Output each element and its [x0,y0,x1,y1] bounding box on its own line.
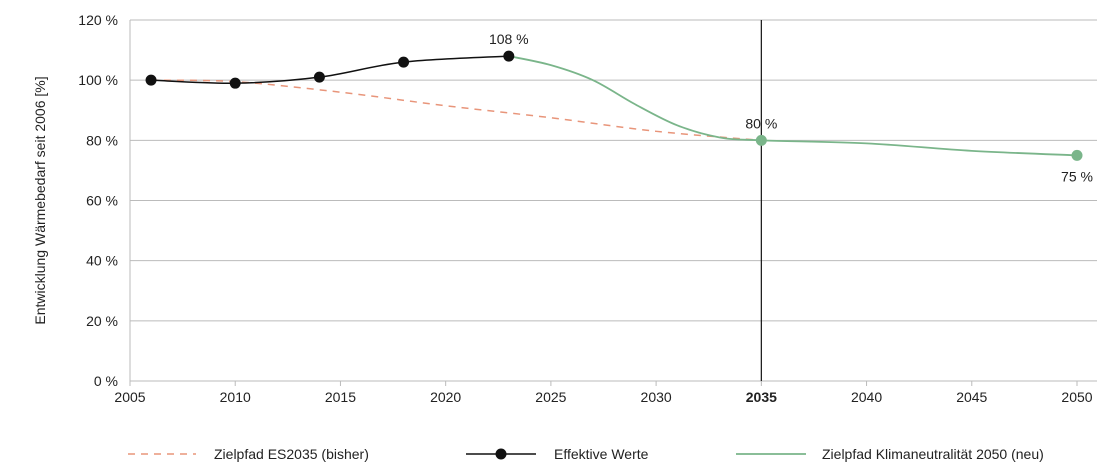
y-tick-label: 80 % [86,132,118,148]
grid [129,19,1097,386]
x-tick-label: 2020 [430,389,461,405]
series-effektive-werte-point [503,50,515,62]
y-tick-labels: 0 % 20 % 40 % 60 % 80 % 100 % 120 % [78,12,118,389]
series-zielpfad-klima-line [508,55,1078,157]
x-tick-labels: 2005 2010 2015 2020 2025 2030 2035 2040 2045 2050 [114,389,1092,405]
annotations: 108 % 80 % 75 % [489,31,1093,184]
x-tick-label: 2045 [956,389,987,405]
y-tick-label: 40 % [86,253,118,269]
y-tick-label: 60 % [86,193,118,209]
series-effektive-werte-point [398,56,410,68]
legend-label: Zielpfad ES2035 (bisher) [214,446,369,462]
data-label: 80 % [745,115,777,131]
series-effektive-werte-point [145,74,157,86]
series [145,50,1083,161]
x-tick-label: 2040 [851,389,882,405]
x-tick-label: 2050 [1061,389,1092,405]
y-tick-label: 100 % [78,72,118,88]
data-label: 108 % [489,31,529,47]
y-axis-label: Entwicklung Wärmebedarf seit 2006 [%] [32,76,48,324]
legend-marker [495,448,507,460]
legend-label: Zielpfad Klimaneutralität 2050 (neu) [822,446,1044,462]
series-zielpfad-klima-point [1071,149,1083,161]
y-tick-label: 20 % [86,313,118,329]
legend-label: Effektive Werte [554,446,649,462]
x-tick-label: 2035 [746,389,777,405]
x-tick-label: 2015 [325,389,356,405]
x-tick-label: 2005 [114,389,145,405]
x-tick-label: 2030 [641,389,672,405]
series-effektive-werte-line [151,55,509,84]
x-tick-label: 2010 [220,389,251,405]
series-effektive-werte-point [229,77,241,89]
series-zielpfad-klima-point [755,134,767,146]
data-label: 75 % [1061,168,1093,184]
legend: Zielpfad ES2035 (bisher) Effektive Werte Z… [128,446,1044,462]
series-zielpfad-es2035-line [151,79,762,142]
y-tick-label: 120 % [78,12,118,28]
y-tick-label: 0 % [94,373,118,389]
series-effektive-werte-point [313,71,325,83]
x-tick-label: 2025 [535,389,566,405]
